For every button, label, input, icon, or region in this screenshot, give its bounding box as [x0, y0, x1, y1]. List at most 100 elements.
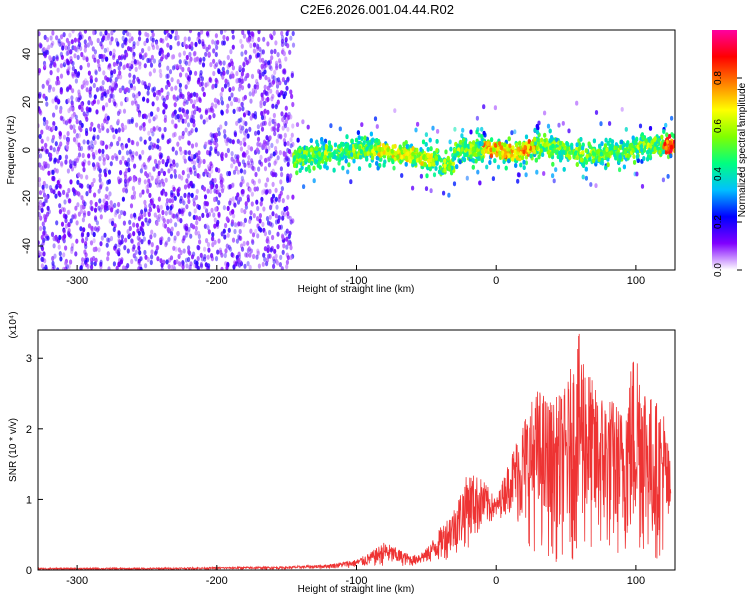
spectrogram-cell: [185, 109, 190, 115]
spectrogram-cell: [135, 122, 139, 128]
spectrogram-cell: [140, 221, 145, 227]
spectrogram-cell: [203, 246, 207, 252]
spectrogram-cell: [121, 127, 125, 133]
spectrogram-cell: [176, 79, 180, 85]
spectrogram-cell: [102, 54, 106, 60]
spectrogram-cell: [139, 256, 143, 262]
spectrogram-cell: [55, 183, 59, 190]
spectrogram-cell: [69, 179, 73, 185]
spectrogram-cell: [210, 138, 214, 144]
spectrogram-cell: [173, 235, 177, 241]
spectrogram-cell: [202, 56, 206, 62]
spectrogram-cell: [52, 55, 56, 62]
spectrogram-cell: [64, 260, 68, 266]
spectrogram-cell: [103, 118, 107, 124]
spectrogram-cell: [197, 34, 201, 40]
spectrogram-cell: [308, 168, 312, 174]
spectrogram-cell: [245, 110, 249, 116]
spectrogram-cell: [258, 213, 262, 219]
spectrogram-cell: [42, 46, 46, 53]
spectrogram-cell: [170, 86, 174, 92]
spectrogram-cell: [128, 66, 132, 72]
spectrogram-cell: [205, 30, 210, 37]
spectrogram-cell: [173, 238, 177, 244]
spectrogram-cell: [164, 35, 168, 41]
spectrogram-cell: [222, 60, 226, 66]
spectrogram-cell: [146, 32, 150, 38]
spectrogram-cell: [127, 167, 131, 173]
spectrogram-cell: [292, 156, 296, 162]
spectrogram-cell: [231, 86, 235, 92]
spectrogram-cell: [100, 181, 104, 187]
spectrogram-cell: [167, 168, 171, 174]
spectrogram-cell: [117, 136, 121, 142]
spectrogram-cell: [112, 98, 116, 104]
spectrogram-cell: [95, 109, 99, 115]
spectrogram-cell: [181, 264, 185, 270]
spectrogram-cell: [196, 173, 200, 179]
spectrogram-cell: [271, 172, 275, 178]
spectrogram-cell: [267, 156, 271, 162]
spectrogram-cell: [218, 192, 222, 198]
spectrogram-cell: [213, 63, 217, 69]
spectrogram-cell: [224, 261, 228, 267]
spectrogram-cell: [60, 162, 64, 168]
spectrogram-cell: [70, 113, 75, 119]
spectrogram-cell: [174, 85, 178, 91]
spectrogram-cell: [598, 143, 602, 149]
spectrogram-cell: [246, 261, 250, 267]
spectrogram-cell: [414, 127, 418, 133]
spectrogram-cell: [207, 247, 211, 253]
spectrogram-cell: [264, 182, 268, 188]
spectrogram-cell: [99, 183, 103, 189]
spectrogram-cell: [207, 107, 211, 113]
spectrogram-cell: [237, 118, 241, 124]
spectrogram-cell: [201, 41, 205, 47]
spectrogram-cell: [133, 98, 137, 104]
spectrogram-cell: [212, 58, 216, 64]
spectrogram-cell: [493, 105, 497, 111]
spectrogram-cell: [43, 142, 48, 148]
spectrogram-cell: [138, 263, 142, 269]
spectrogram-cell: [57, 80, 61, 86]
spectrogram-cell: [235, 78, 239, 84]
spectrogram-cell: [194, 230, 198, 236]
spectrogram-cell: [45, 124, 49, 130]
spectrogram-cell: [285, 252, 289, 258]
spectrogram-cell: [211, 83, 215, 89]
spectrogram-cell: [285, 259, 289, 265]
spectrogram-cell: [104, 144, 109, 150]
spectrogram-cell: [320, 137, 324, 142]
spectrogram-cell: [137, 260, 141, 266]
spectrogram-cell: [155, 245, 159, 251]
spectrogram-cell: [67, 198, 71, 204]
spectrogram-cell: [332, 167, 336, 173]
spectrogram-cell: [70, 248, 74, 254]
spectrogram-cell: [546, 123, 551, 129]
spectrogram-cell: [139, 54, 143, 60]
spectrogram-cell: [74, 251, 78, 257]
spectrogram-cell: [217, 238, 221, 244]
spectrogram-cell: [135, 222, 139, 228]
spectrogram-cell: [144, 217, 148, 223]
spectrogram-cell: [92, 82, 96, 89]
spectrogram-cell: [175, 63, 179, 69]
spectrogram-cell: [213, 97, 217, 103]
spectrogram-cell: [98, 173, 102, 179]
spectrogram-cell: [285, 236, 289, 242]
spectrogram-cell: [81, 217, 85, 223]
spectrogram-cell: [208, 77, 212, 83]
spectrogram-cell: [147, 211, 151, 217]
spectrogram-cell: [248, 252, 252, 258]
spectrogram-cell: [276, 52, 280, 58]
spectrogram-cell: [187, 91, 191, 97]
spectrogram-cell: [263, 108, 267, 114]
spectrogram-cell: [89, 126, 93, 132]
spectrogram-cell: [283, 206, 287, 212]
spectrogram-cell: [669, 140, 673, 146]
spectrogram-cell: [249, 115, 253, 121]
spectrogram-cell: [138, 237, 142, 243]
spectrogram-cell: [169, 173, 173, 179]
spectrogram-cell: [277, 58, 282, 64]
spectrogram-cell: [93, 57, 97, 63]
